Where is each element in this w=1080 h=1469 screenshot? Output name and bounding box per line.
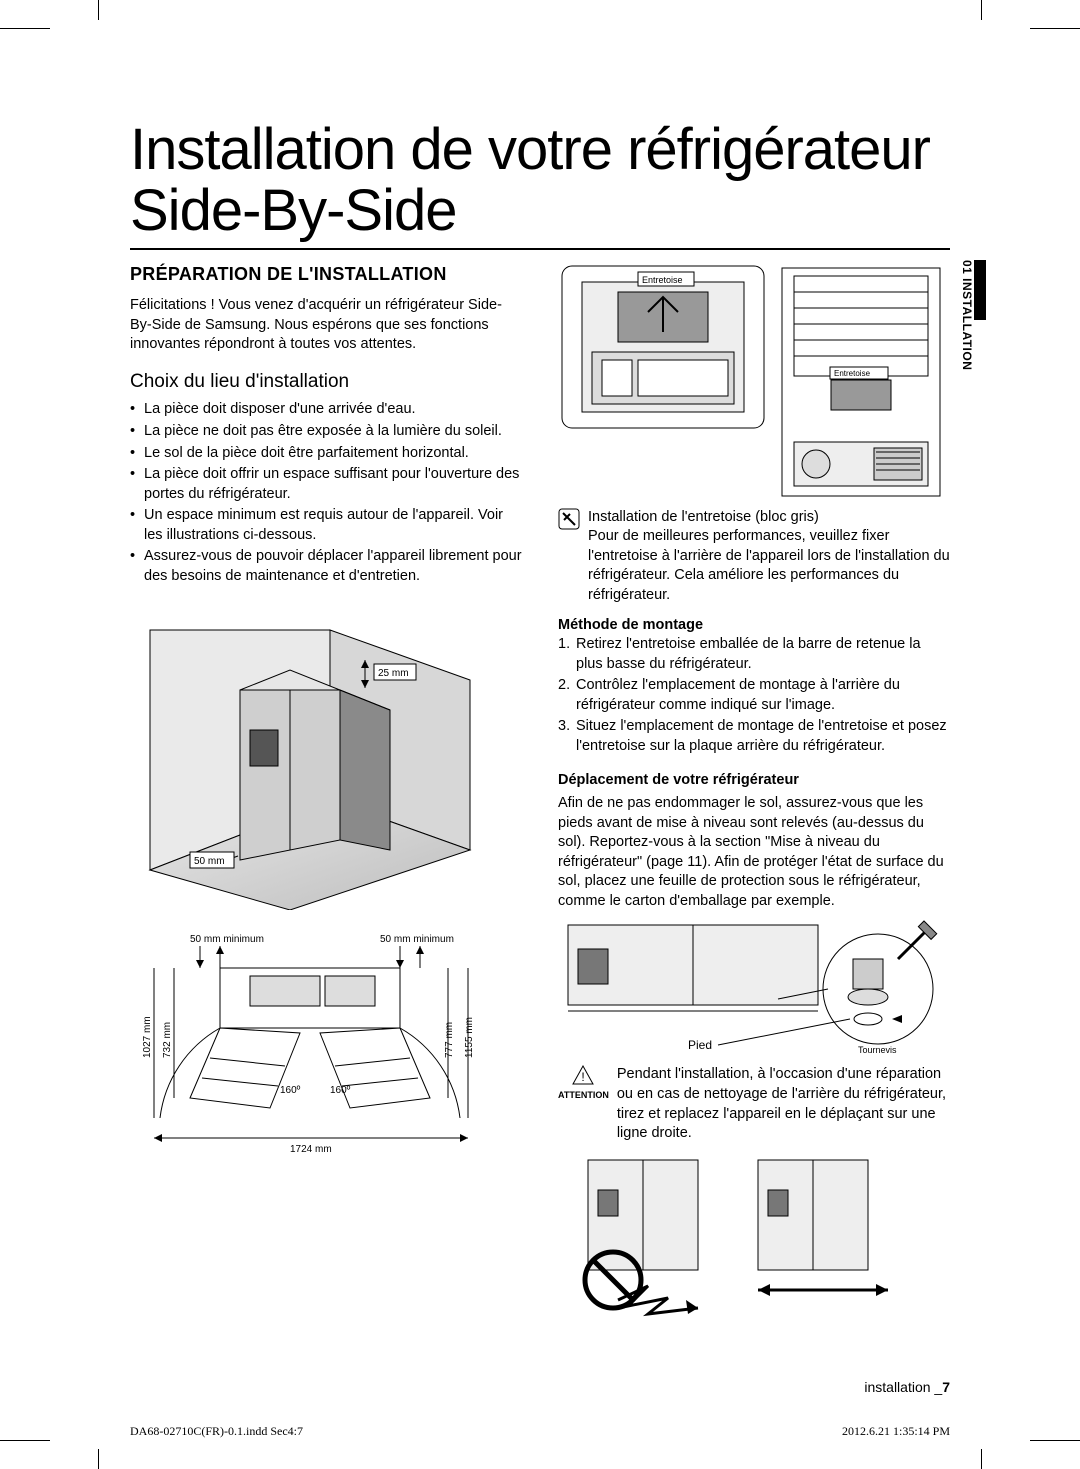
list-item: Assurez-vous de pouvoir déplacer l'appar… <box>130 547 522 586</box>
attention-text: Pendant l'installation, à l'occasion d'u… <box>617 1065 950 1143</box>
label-pied: Pied <box>688 1038 712 1052</box>
crop-mark <box>1030 28 1080 29</box>
crop-mark <box>1030 1440 1080 1441</box>
dim-1027: 1027 mm <box>142 1017 153 1059</box>
label-25mm: 25 mm <box>378 668 409 679</box>
label-entretoise-back: Entretoise <box>834 369 871 378</box>
label-entretoise-top: Entretoise <box>642 275 683 285</box>
list-item: Contrôlez l'emplacement de montage à l'a… <box>558 676 950 715</box>
crop-mark <box>0 1440 50 1441</box>
label-angle-r: 160º <box>330 1085 351 1096</box>
crop-mark <box>98 0 99 20</box>
sub-heading: Choix du lieu d'installation <box>130 369 522 395</box>
figure-spacer-top: Entretoise <box>558 262 768 502</box>
list-item: La pièce ne doit pas être exposée à la l… <box>130 422 522 442</box>
dim-1155: 1155 mm <box>464 1018 475 1059</box>
label-50mm: 50 mm <box>194 856 225 867</box>
attention-note: ! ATTENTION Pendant l'installation, à l'… <box>558 1065 950 1143</box>
label-min-left: 50 mm minimum <box>190 934 264 945</box>
page-title: Installation de votre réfrigérateur Side… <box>130 120 950 250</box>
list-item: La pièce doit disposer d'une arrivée d'e… <box>130 400 522 420</box>
right-column: Entretoise <box>558 262 950 1320</box>
list-item: La pièce doit offrir un espace suffisant… <box>130 465 522 504</box>
warning-icon: ! <box>572 1065 594 1087</box>
dim-777: 777 mm <box>444 1022 455 1058</box>
crop-mark <box>981 1449 982 1469</box>
note-icon <box>558 508 580 530</box>
list-item: Retirez l'entretoise emballée de la barr… <box>558 635 950 674</box>
bullet-list: La pièce doit disposer d'une arrivée d'e… <box>130 400 522 586</box>
svg-text:!: ! <box>582 1070 585 1084</box>
spacer-note: Installation de l'entretoise (bloc gris)… <box>558 508 950 606</box>
crop-mark <box>0 28 50 29</box>
attention-label: ATTENTION <box>558 1089 609 1101</box>
print-timestamp: 2012.6.21 1:35:14 PM <box>842 1424 950 1439</box>
move-heading: Déplacement de votre réfrigérateur <box>558 771 950 791</box>
figure-clearance-iso: 25 mm 50 mm <box>130 610 522 910</box>
spacer-note-text: Installation de l'entretoise (bloc gris)… <box>588 508 950 606</box>
intro-text: Félicitations ! Vous venez d'acquérir un… <box>130 296 522 355</box>
label-tournevis: Tournevis <box>858 1045 897 1055</box>
section-heading: PRÉPARATION DE L'INSTALLATION <box>130 262 522 286</box>
label-min-right: 50 mm minimum <box>380 934 454 945</box>
figure-door-swing: 50 mm minimum 50 mm minimum <box>130 928 522 1158</box>
footer-section: installation _ <box>864 1379 942 1395</box>
crop-mark <box>98 1449 99 1469</box>
figure-spacer-back: Entretoise <box>776 262 946 502</box>
dim-1724: 1724 mm <box>290 1144 332 1155</box>
section-tab: 01 INSTALLATION <box>960 260 986 570</box>
method-heading: Méthode de montage <box>558 616 950 636</box>
figure-move-straight <box>558 1150 950 1320</box>
figure-foot: Pied Tournevis <box>558 919 950 1059</box>
left-column: PRÉPARATION DE L'INSTALLATION Félicitati… <box>130 262 522 1320</box>
print-footer: DA68-02710C(FR)-0.1.indd Sec4:7 2012.6.2… <box>130 1424 950 1439</box>
page-footer: installation _7 <box>864 1379 950 1395</box>
dim-732: 732 mm <box>162 1022 173 1058</box>
page-content: Installation de votre réfrigérateur Side… <box>130 120 950 1389</box>
move-text: Afin de ne pas endommager le sol, assure… <box>558 794 950 911</box>
list-item: Un espace minimum est requis autour de l… <box>130 506 522 545</box>
label-angle-l: 160º <box>280 1085 301 1096</box>
list-item: Situez l'emplacement de montage de l'ent… <box>558 717 950 756</box>
method-steps: Retirez l'entretoise emballée de la barr… <box>558 635 950 756</box>
tab-bar <box>974 260 986 320</box>
page-number: 7 <box>942 1379 950 1395</box>
indd-ref: DA68-02710C(FR)-0.1.indd Sec4:7 <box>130 1424 303 1439</box>
tab-label: 01 INSTALLATION <box>960 260 974 370</box>
crop-mark <box>981 0 982 20</box>
list-item: Le sol de la pièce doit être parfaitemen… <box>130 444 522 464</box>
